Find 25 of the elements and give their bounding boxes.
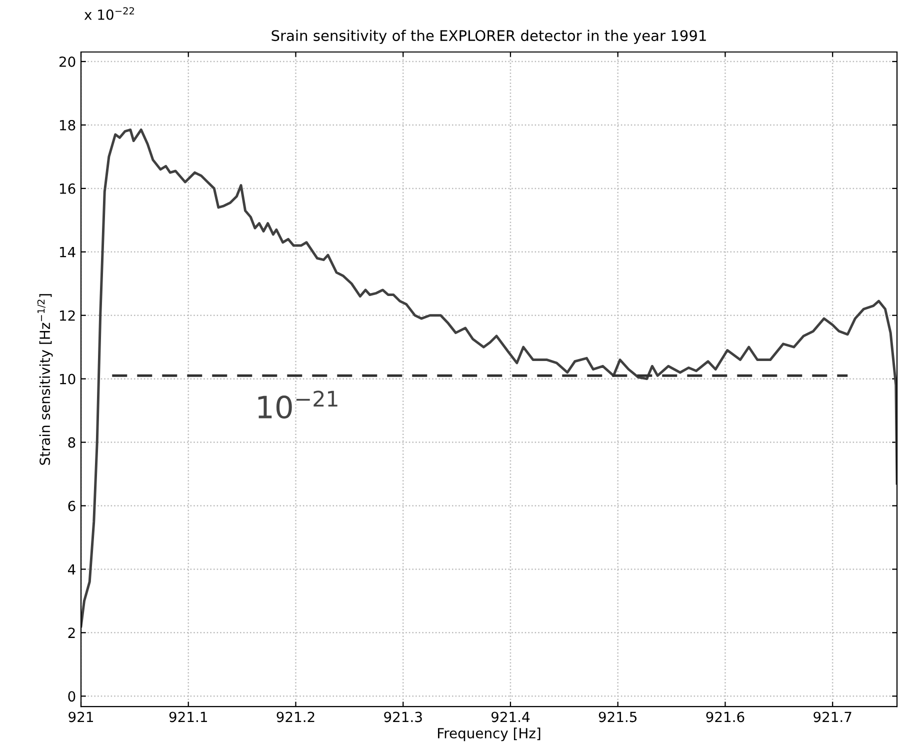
annotation: 10$^{−21}$ [258, 390, 338, 419]
x-axis-title: Frequency [Hz] [438, 728, 540, 742]
y-tick-label: 18 [60, 120, 76, 130]
y-tick-label: 2 [68, 628, 75, 638]
y-tick-label: 14 [60, 247, 76, 258]
y-axis-title: Strain sensitivity [Hz$^{−1/2}$] [37, 294, 53, 465]
x-tick-label: 921.2 [276, 712, 314, 722]
x-tick-label: 921.5 [598, 712, 637, 722]
text: x 10$^{−22}$ [84, 7, 134, 20]
x-tick-label: 921.1 [169, 712, 207, 722]
y-tick-label: 20 [59, 56, 76, 67]
x-tick-label: 921.3 [384, 712, 422, 722]
x-tick-label: 921.6 [706, 712, 744, 722]
y-tick-label: 4 [68, 564, 76, 574]
line-series [81, 128, 897, 628]
chart-title: Srain sensitivity of the EXPLORER detector in the year 1991 [272, 30, 706, 44]
y-tick-label: 6 [68, 500, 76, 512]
x-tick-label: 921.7 [814, 712, 852, 722]
y-tick-label: 16 [60, 183, 76, 194]
x-tick-label: 921.4 [491, 712, 530, 722]
y-tick-label: 10 [60, 374, 76, 384]
y-tick-label: 8 [68, 437, 76, 448]
y-tick-label: 0 [68, 691, 76, 702]
x-tick-label: 921 [68, 712, 93, 722]
y-tick-label: 12 [60, 310, 75, 321]
